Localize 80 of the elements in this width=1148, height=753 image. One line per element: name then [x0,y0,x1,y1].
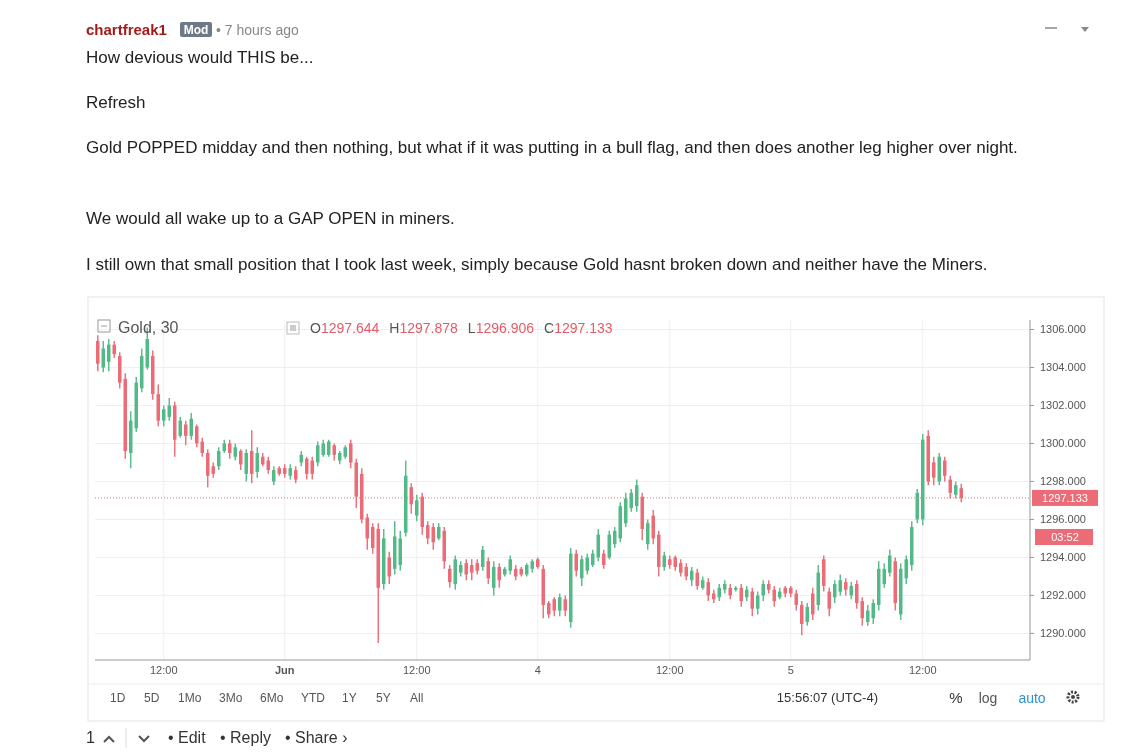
candlestick [563,594,567,618]
candlestick [855,579,859,610]
annotation: O1297.644 H1297.878 L1296.906 C1297.133 [310,320,613,336]
y-tick-label: 1300.000 [1040,437,1086,450]
candlestick [316,440,320,467]
x-tick-label: Jun [274,664,295,676]
candlestick [690,566,694,587]
text: auto [1018,690,1046,706]
ref-line-label: 1297.133 [1042,491,1088,504]
candlestick [833,579,837,604]
candlestick [838,573,842,597]
candlestick [464,558,468,581]
candlestick [888,549,892,578]
y-tick-label: 1302.000 [1040,399,1086,412]
candlestick [250,429,254,485]
candlestick [932,456,936,486]
candlestick [195,423,199,448]
x-tick-label: 4 [534,664,541,676]
candlestick [470,558,474,581]
candlestick [800,600,804,637]
candlestick [184,419,188,447]
candlestick [508,554,512,576]
text: How devious would THIS be... [86,48,314,67]
text: • Share › [285,729,348,746]
candlestick [448,564,452,589]
text: • 7 hours ago [216,22,299,38]
candlestick [492,560,496,597]
text: • Edit [168,729,207,746]
candlestick [613,526,617,549]
text: We would all wake up to a GAP OPEN in miners. [86,209,455,228]
y-tick-label: 1298.000 [1040,475,1086,488]
candlestick [107,338,111,372]
y-tick-label: 1294.000 [1040,551,1086,564]
candlestick [349,438,353,469]
candlestick [552,596,556,618]
candlestick [580,554,584,587]
candlestick [228,438,232,460]
chart-title: Gold, 30 [118,319,179,336]
candlestick [646,518,650,551]
candlestick [866,604,870,627]
text: 1D 5D 1Mo 3Mo 6Mo YTD 1Y 5Y All [110,691,424,705]
x-tick-label: 12:00 [655,664,684,676]
candlestick [481,545,485,572]
text: % [949,689,963,706]
text: 1 [86,729,95,746]
text: Mod [183,23,209,37]
candlestick [558,592,562,618]
x-tick-label: 12:00 [149,664,178,676]
candlestick [426,520,430,545]
text: Gold POPPED midday and then nothing, but what if it was putting in a bull flag, and then does another leg higher over night. [86,138,1018,157]
text: chartfreak1 [86,21,167,38]
text: I still own that small position that I took last week, simply because Gold hasnt broken down and neither have the Miners. [86,255,988,274]
candlestick [602,549,606,570]
x-tick-label: 12:00 [402,664,431,676]
text: 15:56:07 (UTC-4) [776,690,878,705]
candlestick [272,465,276,486]
text: Refresh [86,93,146,112]
candlestick [217,446,221,471]
y-tick-label: 1304.000 [1040,361,1086,374]
candlestick [239,448,243,471]
candlestick [167,397,171,422]
x-tick-label: 5 [787,664,794,676]
candlestick [162,404,166,428]
candlestick [206,448,210,488]
candlestick [635,478,639,513]
y-tick-label: 1292.000 [1040,589,1086,602]
candlestick [371,522,375,555]
y-tick-label: 1290.000 [1040,627,1086,640]
y-tick-label: 1306.000 [1040,323,1086,336]
x-tick-label: 12:00 [908,664,937,676]
y-tick-label: 1296.000 [1040,513,1086,526]
candlestick [943,456,947,483]
candlestick [415,494,419,523]
candlestick [96,334,100,372]
text: log [978,690,998,706]
candlestick [756,590,760,616]
candlestick [811,587,815,621]
text: 03:52 [1051,531,1079,543]
text: • Reply [220,729,271,746]
candlestick [305,456,309,481]
